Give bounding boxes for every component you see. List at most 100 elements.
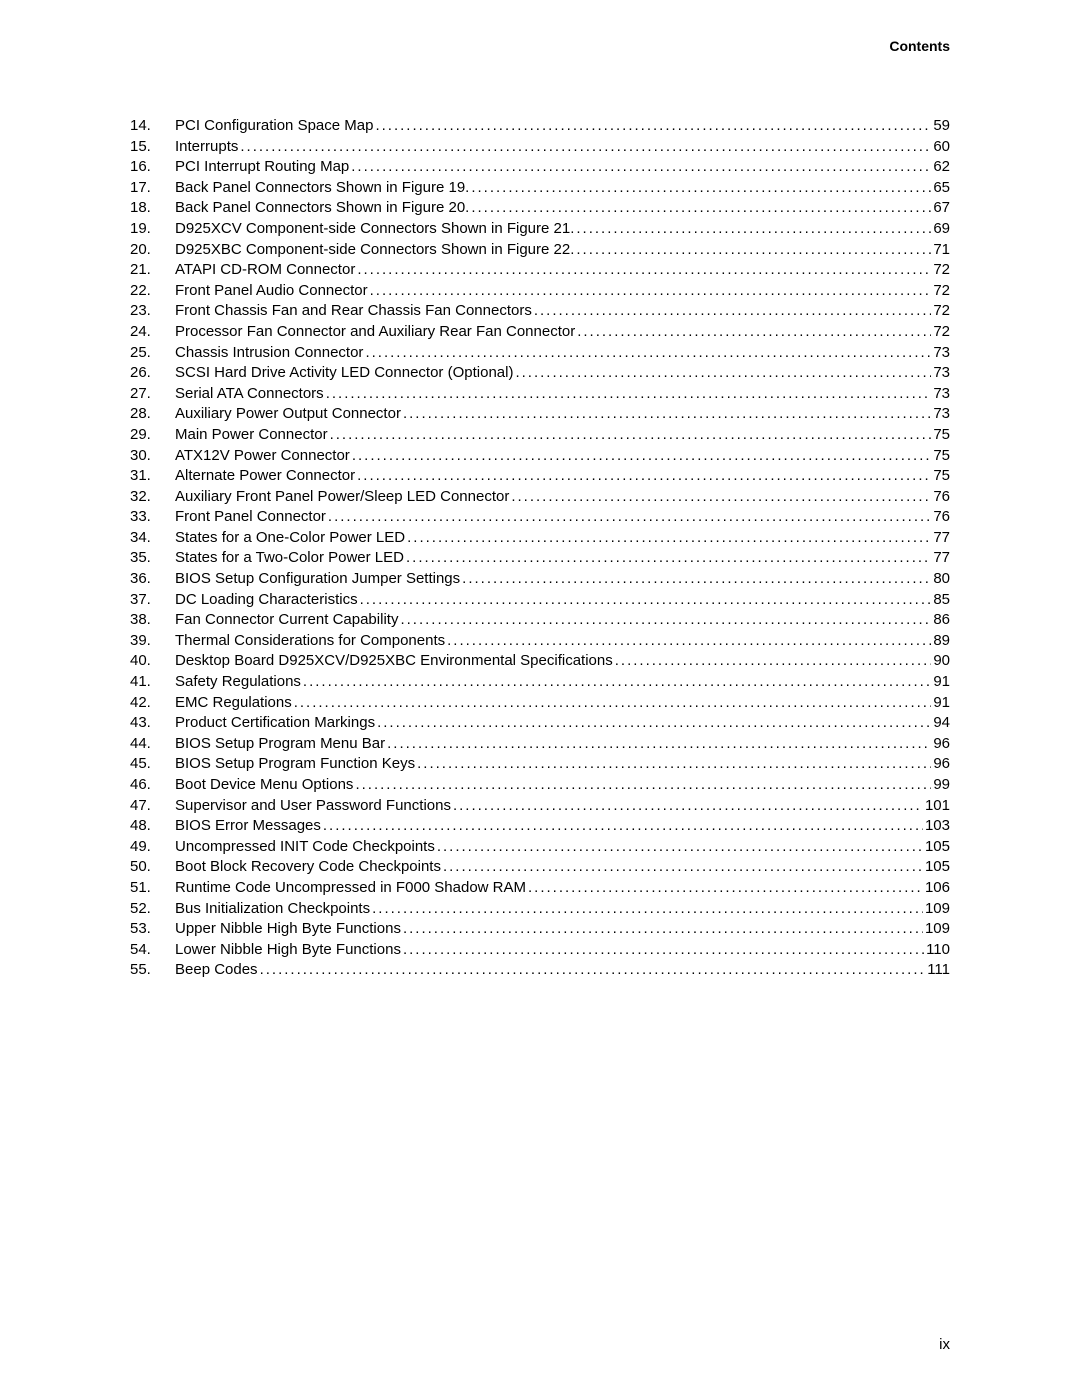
toc-entry-number: 53. xyxy=(130,919,175,940)
toc-leader-dots xyxy=(375,116,931,137)
toc-entry-number: 46. xyxy=(130,775,175,796)
toc-leader-dots xyxy=(406,548,931,569)
toc-entry-title: Interrupts xyxy=(175,137,238,158)
toc-entry-number: 24. xyxy=(130,322,175,343)
toc-entry-number: 38. xyxy=(130,610,175,631)
toc-row: 39.Thermal Considerations for Components… xyxy=(130,631,950,652)
toc-row: 37.DC Loading Characteristics 85 xyxy=(130,590,950,611)
toc-leader-dots xyxy=(370,281,932,302)
toc-entry-number: 22. xyxy=(130,281,175,302)
toc-leader-dots xyxy=(351,157,931,178)
toc-entry-title: Auxiliary Front Panel Power/Sleep LED Co… xyxy=(175,487,509,508)
toc-entry-page: 77 xyxy=(933,548,950,569)
toc-leader-dots xyxy=(403,940,924,961)
toc-row: 25.Chassis Intrusion Connector 73 xyxy=(130,343,950,364)
toc-leader-dots xyxy=(352,446,932,467)
toc-row: 30.ATX12V Power Connector 75 xyxy=(130,446,950,467)
toc-leader-dots xyxy=(294,693,932,714)
toc-entry-title: Alternate Power Connector xyxy=(175,466,355,487)
toc-entry-title: Beep Codes xyxy=(175,960,258,981)
toc-entry-page: 62 xyxy=(933,157,950,178)
toc-leader-dots xyxy=(260,960,926,981)
toc-leader-dots xyxy=(447,631,931,652)
toc-leader-dots xyxy=(417,754,931,775)
toc-entry-title: Back Panel Connectors Shown in Figure 19… xyxy=(175,178,469,199)
header-contents-label: Contents xyxy=(889,38,950,54)
toc-entry-page: 86 xyxy=(933,610,950,631)
toc-entry-number: 25. xyxy=(130,343,175,364)
toc-entry-title: Main Power Connector xyxy=(175,425,328,446)
toc-row: 16.PCI Interrupt Routing Map 62 xyxy=(130,157,950,178)
toc-entry-title: Runtime Code Uncompressed in F000 Shadow… xyxy=(175,878,526,899)
toc-entry-number: 50. xyxy=(130,857,175,878)
toc-entry-page: 96 xyxy=(933,734,950,755)
toc-entry-number: 45. xyxy=(130,754,175,775)
toc-entry-page: 103 xyxy=(925,816,950,837)
toc-row: 23.Front Chassis Fan and Rear Chassis Fa… xyxy=(130,301,950,322)
toc-leader-dots xyxy=(357,260,931,281)
toc-row: 32.Auxiliary Front Panel Power/Sleep LED… xyxy=(130,487,950,508)
toc-entry-title: Product Certification Markings xyxy=(175,713,375,734)
toc-row: 50.Boot Block Recovery Code Checkpoints … xyxy=(130,857,950,878)
toc-entry-number: 55. xyxy=(130,960,175,981)
toc-row: 31.Alternate Power Connector 75 xyxy=(130,466,950,487)
toc-entry-title: Back Panel Connectors Shown in Figure 20… xyxy=(175,198,469,219)
toc-leader-dots xyxy=(511,487,931,508)
toc-leader-dots xyxy=(515,363,931,384)
table-of-contents: 14.PCI Configuration Space Map5915.Inter… xyxy=(130,116,950,981)
toc-leader-dots xyxy=(400,610,931,631)
toc-leader-dots xyxy=(576,240,931,261)
toc-entry-number: 44. xyxy=(130,734,175,755)
toc-entry-title: ATAPI CD-ROM Connector xyxy=(175,260,355,281)
toc-leader-dots xyxy=(357,466,931,487)
toc-row: 51.Runtime Code Uncompressed in F000 Sha… xyxy=(130,878,950,899)
toc-entry-page: 77 xyxy=(933,528,950,549)
toc-entry-title: EMC Regulations xyxy=(175,693,292,714)
toc-leader-dots xyxy=(534,301,931,322)
toc-row: 36.BIOS Setup Configuration Jumper Setti… xyxy=(130,569,950,590)
toc-leader-dots xyxy=(443,857,923,878)
toc-entry-page: 60 xyxy=(933,137,950,158)
toc-leader-dots xyxy=(528,878,923,899)
toc-entry-page: 65 xyxy=(933,178,950,199)
toc-leader-dots xyxy=(355,775,931,796)
toc-entry-page: 85 xyxy=(933,590,950,611)
toc-entry-title: Boot Block Recovery Code Checkpoints xyxy=(175,857,441,878)
toc-entry-title: SCSI Hard Drive Activity LED Connector (… xyxy=(175,363,513,384)
toc-leader-dots xyxy=(377,713,931,734)
toc-entry-number: 34. xyxy=(130,528,175,549)
toc-entry-page: 71 xyxy=(933,240,950,261)
toc-entry-number: 26. xyxy=(130,363,175,384)
toc-entry-number: 49. xyxy=(130,837,175,858)
toc-leader-dots xyxy=(372,899,923,920)
toc-entry-number: 31. xyxy=(130,466,175,487)
toc-entry-title: PCI Configuration Space Map xyxy=(175,116,373,137)
toc-leader-dots xyxy=(323,816,923,837)
toc-entry-page: 109 xyxy=(925,899,950,920)
toc-entry-number: 21. xyxy=(130,260,175,281)
toc-leader-dots xyxy=(387,734,931,755)
toc-row: 27.Serial ATA Connectors73 xyxy=(130,384,950,405)
toc-row: 15.Interrupts60 xyxy=(130,137,950,158)
toc-entry-title: Boot Device Menu Options xyxy=(175,775,353,796)
toc-entry-number: 42. xyxy=(130,693,175,714)
toc-entry-page: 69 xyxy=(933,219,950,240)
toc-entry-title: BIOS Error Messages xyxy=(175,816,321,837)
toc-leader-dots xyxy=(403,404,931,425)
toc-entry-number: 33. xyxy=(130,507,175,528)
toc-row: 24.Processor Fan Connector and Auxiliary… xyxy=(130,322,950,343)
toc-entry-number: 48. xyxy=(130,816,175,837)
toc-entry-page: 91 xyxy=(933,693,950,714)
toc-entry-title: DC Loading Characteristics xyxy=(175,590,358,611)
toc-entry-number: 19. xyxy=(130,219,175,240)
toc-leader-dots xyxy=(330,425,932,446)
toc-entry-number: 35. xyxy=(130,548,175,569)
toc-entry-title: Front Chassis Fan and Rear Chassis Fan C… xyxy=(175,301,532,322)
toc-entry-title: Fan Connector Current Capability xyxy=(175,610,398,631)
toc-entry-number: 20. xyxy=(130,240,175,261)
toc-entry-title: Auxiliary Power Output Connector xyxy=(175,404,401,425)
toc-entry-number: 54. xyxy=(130,940,175,961)
toc-row: 29.Main Power Connector75 xyxy=(130,425,950,446)
toc-entry-page: 101 xyxy=(925,796,950,817)
toc-entry-page: 72 xyxy=(933,322,950,343)
